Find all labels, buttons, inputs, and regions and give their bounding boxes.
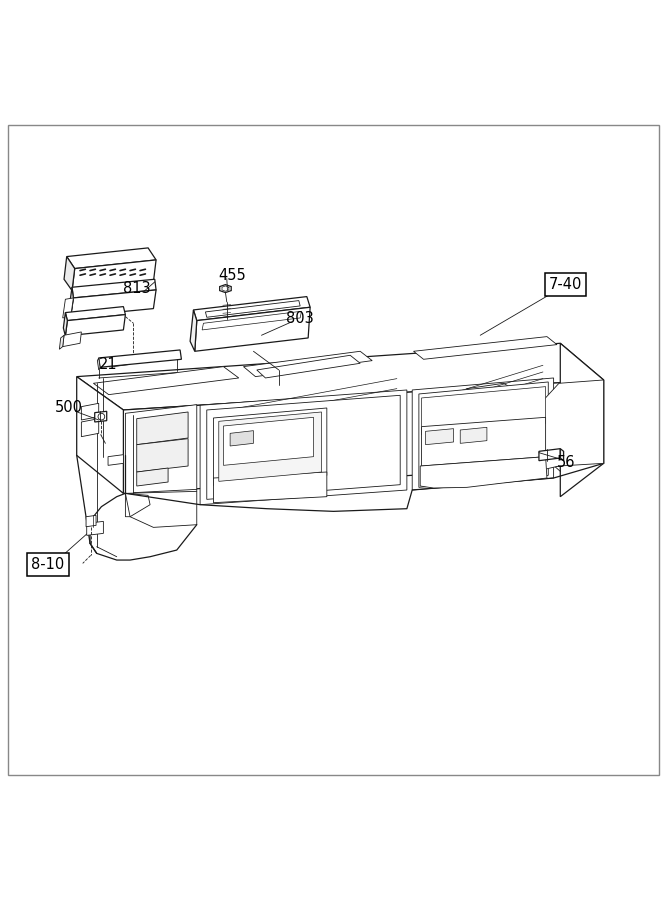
Polygon shape bbox=[195, 307, 310, 351]
Polygon shape bbox=[97, 358, 100, 370]
Text: 56: 56 bbox=[556, 454, 575, 470]
Polygon shape bbox=[72, 279, 156, 298]
Polygon shape bbox=[137, 438, 188, 472]
Polygon shape bbox=[71, 290, 156, 317]
Polygon shape bbox=[69, 287, 73, 317]
Polygon shape bbox=[81, 403, 99, 420]
Polygon shape bbox=[65, 307, 125, 320]
Polygon shape bbox=[560, 449, 564, 461]
Polygon shape bbox=[93, 366, 239, 394]
Polygon shape bbox=[205, 301, 300, 318]
Polygon shape bbox=[95, 411, 107, 422]
Polygon shape bbox=[77, 376, 123, 493]
Polygon shape bbox=[460, 428, 487, 444]
Polygon shape bbox=[125, 405, 197, 493]
Polygon shape bbox=[59, 336, 64, 349]
Text: 21: 21 bbox=[99, 357, 117, 372]
Polygon shape bbox=[219, 284, 231, 292]
Polygon shape bbox=[257, 356, 360, 378]
Polygon shape bbox=[87, 521, 103, 535]
Text: 803: 803 bbox=[286, 311, 314, 326]
Text: 455: 455 bbox=[218, 267, 246, 283]
Polygon shape bbox=[207, 395, 400, 500]
Polygon shape bbox=[419, 382, 548, 488]
Polygon shape bbox=[125, 493, 150, 517]
Polygon shape bbox=[422, 418, 546, 466]
Text: 500: 500 bbox=[55, 400, 83, 416]
Polygon shape bbox=[202, 311, 301, 330]
Polygon shape bbox=[414, 337, 557, 359]
Polygon shape bbox=[63, 332, 81, 347]
Text: 813: 813 bbox=[123, 281, 151, 296]
Polygon shape bbox=[77, 343, 604, 410]
Text: 7-40: 7-40 bbox=[549, 277, 582, 292]
Polygon shape bbox=[99, 350, 181, 367]
Polygon shape bbox=[223, 418, 313, 465]
Polygon shape bbox=[63, 298, 73, 318]
Polygon shape bbox=[426, 428, 454, 445]
Polygon shape bbox=[422, 387, 546, 435]
Polygon shape bbox=[86, 516, 96, 526]
Polygon shape bbox=[137, 412, 188, 445]
Polygon shape bbox=[213, 472, 327, 503]
Polygon shape bbox=[190, 310, 197, 351]
Polygon shape bbox=[230, 431, 253, 446]
Polygon shape bbox=[72, 260, 156, 291]
Polygon shape bbox=[63, 312, 67, 336]
Polygon shape bbox=[64, 256, 75, 291]
Polygon shape bbox=[243, 351, 372, 376]
Text: 8-10: 8-10 bbox=[31, 557, 65, 572]
Polygon shape bbox=[219, 412, 321, 482]
Polygon shape bbox=[467, 380, 604, 483]
Polygon shape bbox=[193, 297, 310, 320]
Polygon shape bbox=[539, 449, 560, 461]
Polygon shape bbox=[67, 248, 156, 268]
Polygon shape bbox=[81, 418, 99, 436]
Polygon shape bbox=[200, 390, 407, 505]
Polygon shape bbox=[420, 456, 547, 488]
Polygon shape bbox=[108, 454, 123, 465]
Polygon shape bbox=[560, 343, 604, 497]
Polygon shape bbox=[137, 468, 168, 486]
Polygon shape bbox=[213, 408, 327, 485]
Polygon shape bbox=[412, 378, 554, 490]
Polygon shape bbox=[123, 380, 604, 493]
Polygon shape bbox=[65, 315, 125, 336]
